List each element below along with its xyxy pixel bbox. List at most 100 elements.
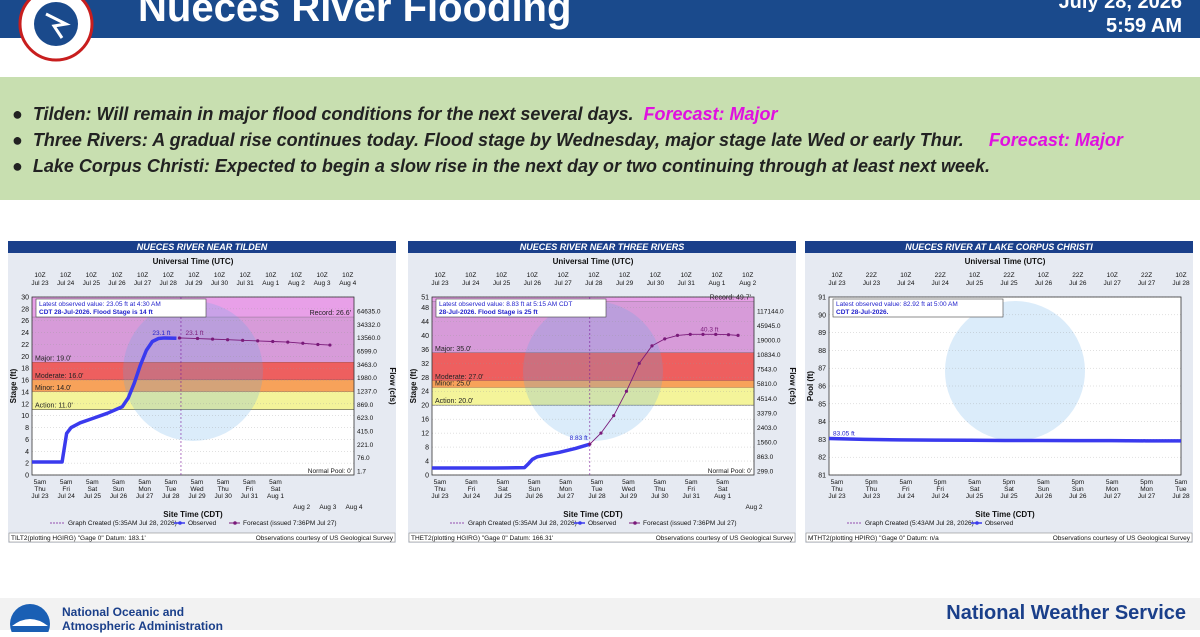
threshold-label: Minor: 14.0' (35, 385, 71, 392)
legend-swatch (578, 521, 582, 525)
flood-band (432, 380, 754, 388)
y-tick-label: 44 (421, 319, 429, 326)
bottom-tick-label: 5am (591, 479, 604, 486)
y-tick-label: 4 (25, 449, 29, 456)
forecast-point (675, 333, 680, 337)
y-tick-label: 22 (21, 342, 29, 349)
bottom-tick-label: 5am (831, 479, 844, 486)
forecast-point (588, 442, 592, 446)
bottom-tick-label: Fri (62, 486, 70, 493)
top-axis-title: Universal Time (UTC) (553, 257, 634, 266)
bottom-tick-label: Thu (831, 486, 843, 493)
forecast-point (726, 333, 731, 337)
flood-band (32, 380, 354, 392)
bottom-tick-label: Jul 23 (863, 493, 881, 500)
bottom-tick-label: 5am (34, 479, 47, 486)
top-tick-label: Aug 4 (339, 280, 356, 287)
hydrograph-tilden: NUECES RIVER NEAR TILDEN Record: 26.6' Ma… (8, 241, 396, 543)
top-tick-label: 10Z (60, 272, 71, 279)
observed-series-line (32, 336, 177, 464)
bottom-tick-label: Tue (1176, 486, 1187, 493)
noaa-watermark (945, 301, 1085, 441)
noaa-line1: National Oceanic and (62, 605, 185, 619)
y-tick-label: 10 (21, 413, 29, 420)
chart-title: NUECES RIVER NEAR TILDEN (8, 241, 396, 253)
top-tick-label: 22Z (935, 272, 946, 279)
peak-label: 23.1 ft (185, 330, 203, 337)
flow-tick-label: 117144.0 (757, 309, 784, 316)
flow-tick-label: 10834.0 (757, 352, 781, 359)
flow-tick-label: 4514.0 (757, 396, 777, 403)
top-tick-label: 10Z (86, 272, 97, 279)
threshold-label: Record: 49.7' (710, 295, 751, 302)
top-tick-label: Jul 27 (1138, 280, 1156, 287)
bottom-tick-label: 5pm (865, 479, 878, 486)
footer-bar: National Oceanic and Atmospheric Adminis… (0, 598, 1200, 637)
bottom-tick-label: 5am (86, 479, 99, 486)
bullet-lake-corpus-christi: ● Lake Corpus Christi: Expected to begin … (12, 156, 991, 176)
y-tick-label: 32 (421, 361, 429, 368)
bottom-tick-label: Jul 27 (1104, 493, 1122, 500)
top-tick-label: Jul 26 (108, 280, 126, 287)
bottom-tick-label: Jul 31 (241, 493, 259, 500)
bottom-tick-label: Mon (138, 486, 151, 493)
bottom-tick-label: Jul 23 (431, 493, 449, 500)
chart-svg: Record: 26.6' Major: 19.0' Moderate: 16.0'… (8, 257, 396, 543)
bottom-tick-label: Jul 25 (1000, 493, 1018, 500)
top-tick-label: Jul 23 (828, 280, 846, 287)
threshold-label: Action: 11.0' (35, 403, 73, 410)
y-tick-label: 87 (818, 366, 826, 373)
footer-left: THET2(plotting HGIRG) "Gage 0" Datum: 16… (411, 535, 553, 542)
bottom-tick-label: Fri (936, 486, 944, 493)
bullet-tilden: ● Tilden: Will remain in major flood cond… (12, 104, 778, 124)
y-tick-label: 85 (818, 401, 826, 408)
chart-svg: 81 82 83 84 85 86 87 88 89 90 91 Pool (ft) Universal… (805, 257, 1193, 543)
annotation-box (35, 298, 207, 318)
bottom-tick-label: Jul 26 (526, 493, 544, 500)
flow-tick-label: 34332.0 (357, 322, 381, 329)
bottom-tick-label: Aug 1 (267, 493, 284, 500)
hydrograph-three-rivers: NUECES RIVER NEAR THREE RIVERS Record: 4… (408, 241, 796, 543)
flow-tick-label: 6599.0 (357, 349, 377, 356)
bottom-tick-label: Jul 26 (1035, 493, 1053, 500)
top-tick-label: Jul 24 (462, 280, 480, 287)
top-tick-label: Jul 27 (134, 280, 152, 287)
bottom-tick-label: Jul 29 (188, 493, 206, 500)
flow-tick-label: 45945.0 (757, 323, 781, 330)
bottom-tick-label: Sun (1038, 486, 1050, 493)
bottom-tick-label: Thu (434, 486, 446, 493)
observed-series-line (432, 442, 591, 470)
y-tick-label: 30 (21, 295, 29, 302)
bullet-three-rivers: ● Three Rivers: A gradual rise continues … (12, 130, 1123, 150)
y-tick-label: 89 (818, 330, 826, 337)
footer-left: MTHT2(plotting HPIRG) "Gage 0" Datum: n/… (808, 535, 939, 542)
top-tick-label: 10Z (1107, 272, 1118, 279)
forecast-point (210, 337, 215, 341)
bottom-tick-label: Tue (165, 486, 176, 493)
bottom-tick-label: Wed (190, 486, 204, 493)
bottom-tick-label: 5am (269, 479, 282, 486)
peak-label: 23.1 ft (152, 330, 170, 337)
forecast-point (624, 389, 629, 393)
y-tick-label: 40 (421, 333, 429, 340)
top-tick-label: 10Z (34, 272, 45, 279)
y2-axis-label: Flow (cfs) (788, 367, 796, 405)
top-tick-label: 22Z (1141, 272, 1152, 279)
legend-label: Graph Created (5:35AM Jul 28, 2026) (68, 520, 177, 527)
legend-label: Observed (188, 520, 217, 527)
y-tick-label: 24 (421, 389, 429, 396)
bottom-tick-label: Sun (113, 486, 125, 493)
top-tick-label: 10Z (465, 272, 476, 279)
bottom-tick-label: 5pm (934, 479, 947, 486)
peak-label: 83.05 ft (833, 431, 855, 438)
top-tick-label: Aug 2 (739, 280, 756, 287)
top-tick-label: 10Z (163, 272, 174, 279)
top-tick-label: Jul 26 (1035, 280, 1053, 287)
bottom-tick-label: 5am (191, 479, 204, 486)
annotation-box (435, 298, 607, 318)
bottom-tick-label: 5am (622, 479, 635, 486)
bottom-tick-label: 5am (653, 479, 666, 486)
bottom-tick-label: Aug 2 (293, 504, 310, 511)
peak-label: 8.83 ft (570, 435, 588, 442)
top-tick-label: 10Z (240, 272, 251, 279)
